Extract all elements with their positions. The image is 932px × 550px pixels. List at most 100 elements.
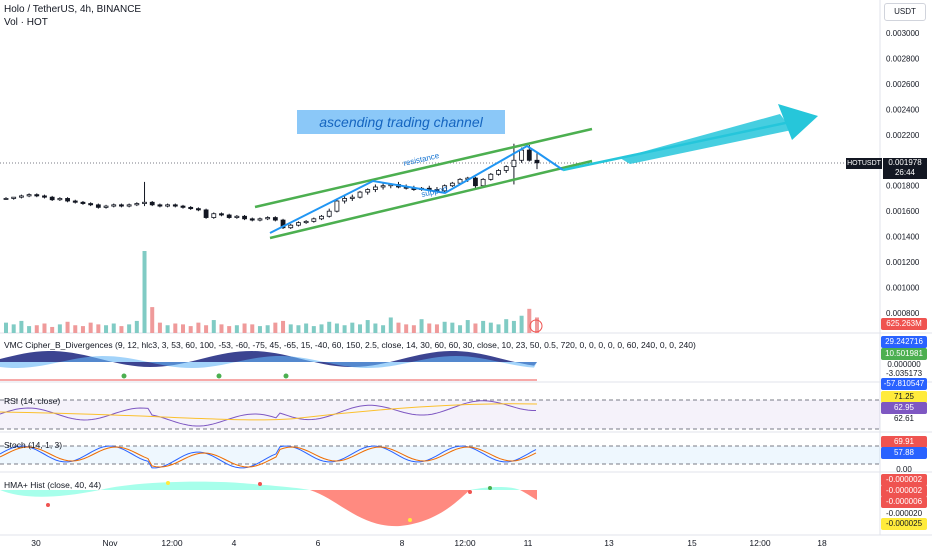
candle-body — [72, 200, 78, 203]
volume-bar — [250, 324, 255, 333]
volume-bar — [257, 326, 262, 333]
hma-value-2: -0.000002 — [881, 485, 927, 497]
volume-bar — [242, 323, 247, 333]
volume-bar — [57, 324, 62, 333]
volume-bar — [165, 325, 170, 333]
candle-body — [342, 198, 348, 202]
rsi-label[interactable]: RSI (14, close) — [4, 396, 61, 406]
volume-bar — [511, 320, 516, 333]
candle-body — [249, 218, 255, 221]
channel-title-box — [297, 110, 505, 134]
candle-body — [257, 218, 263, 221]
volume-bar — [111, 323, 116, 333]
volume-bar — [488, 322, 493, 333]
candle-body — [180, 205, 186, 208]
volume-bar — [404, 324, 409, 333]
volume-bar — [311, 326, 316, 333]
candle-body — [265, 217, 271, 220]
time-tick-label: 12:00 — [749, 538, 771, 548]
candle-body — [519, 149, 525, 161]
vmc-value-3: 0.000000 — [887, 360, 921, 369]
volume-bar — [481, 320, 486, 333]
volume-bar — [296, 325, 301, 333]
volume-bar — [450, 322, 455, 333]
channel-upper-line — [254, 127, 593, 209]
forecast-arrow-head — [778, 104, 818, 140]
volume-bar — [119, 326, 124, 333]
volume-bar — [358, 324, 362, 333]
candle-body — [534, 159, 540, 164]
price-tick-label: 0.003000 — [886, 29, 920, 38]
volume-bar — [473, 323, 478, 333]
candle-body — [172, 204, 178, 207]
candle-body — [142, 201, 147, 204]
volume-value-tag: 625.263M — [881, 318, 927, 330]
zigzag-path — [269, 144, 564, 234]
volume-bar — [465, 320, 470, 333]
candle-body — [126, 204, 132, 207]
volume-bar — [127, 324, 132, 333]
candle-body — [473, 177, 478, 187]
candle-body — [234, 215, 240, 218]
volume-bar — [27, 326, 32, 333]
volume-bar — [442, 321, 447, 333]
volume-bar — [157, 322, 162, 333]
time-tick-label: Nov — [102, 538, 118, 548]
hma-signal-dot — [468, 490, 472, 494]
vmc-label[interactable]: VMC Cipher_B_Divergences (9, 12, hlc3, 3… — [4, 340, 696, 350]
price-tick-label: 0.002400 — [886, 105, 920, 114]
stoch-k-line — [0, 445, 537, 469]
time-tick-label: 12:00 — [161, 538, 183, 548]
candle-body — [326, 210, 332, 217]
vmc-signal-dot — [216, 373, 222, 379]
candle-body — [49, 196, 55, 201]
currency-button[interactable]: USDT — [884, 3, 926, 21]
candle-body — [157, 204, 163, 207]
candle-body — [357, 191, 363, 198]
candle-body — [296, 222, 301, 226]
volume-bar — [142, 251, 147, 333]
volume-bar — [42, 323, 47, 333]
volume-bar — [150, 307, 155, 333]
candle-body — [442, 185, 448, 192]
volume-bar — [173, 323, 178, 333]
vmc-value-4: -3.035173 — [885, 369, 923, 378]
candle-body — [80, 201, 86, 204]
price-tick-label: 0.001600 — [886, 207, 920, 216]
hma-value-5: -0.000025 — [881, 518, 927, 530]
volume-bar — [342, 325, 347, 333]
chart-title: Holo / TetherUS, 4h, BINANCE — [4, 4, 142, 15]
candle-body — [288, 224, 294, 229]
volume-bar — [327, 321, 332, 333]
volume-bar — [96, 324, 101, 333]
time-tick-label: 4 — [232, 538, 237, 548]
volume-bar — [265, 325, 270, 333]
volume-bar — [527, 308, 532, 333]
hma-negative-fill-2 — [520, 490, 537, 500]
forecast-arrow-body — [620, 114, 792, 164]
candle-body — [280, 219, 286, 229]
price-tick-label: 0.002800 — [886, 54, 920, 63]
price-tick-label: 0.002200 — [886, 131, 920, 140]
volume-bar — [65, 321, 70, 333]
hma-value-3: -0.000006 — [881, 496, 927, 508]
volume-bar — [234, 325, 239, 333]
lightning-icon — [529, 319, 543, 333]
volume-bar — [334, 323, 339, 333]
hma-signal-dot — [166, 481, 170, 485]
candle-body — [226, 214, 232, 218]
volume-bar — [50, 326, 55, 333]
hma-positive-fill — [0, 481, 310, 497]
rsi-value-3: 62.61 — [893, 414, 915, 423]
candle-body — [103, 205, 109, 208]
volume-bar — [227, 326, 232, 333]
time-tick-label: 8 — [400, 538, 405, 548]
time-tick-label: 18 — [817, 538, 827, 548]
time-tick-label: 11 — [524, 538, 533, 548]
candle-body — [188, 206, 194, 210]
hma-label[interactable]: HMA+ Hist (close, 40, 44) — [4, 480, 102, 490]
stoch-label[interactable]: Stoch (14, 1, 3) — [4, 440, 63, 450]
volume-bar — [496, 324, 501, 333]
candle-body — [496, 170, 501, 175]
